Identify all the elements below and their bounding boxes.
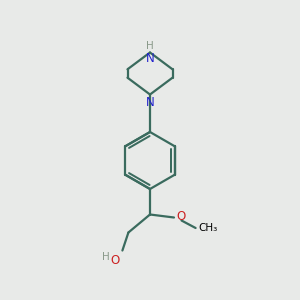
Text: O: O [176,209,186,223]
Text: O: O [110,254,119,266]
Text: H: H [102,252,110,262]
Text: N: N [146,96,154,109]
Text: N: N [146,52,154,64]
Text: H: H [146,41,154,51]
Text: CH₃: CH₃ [198,223,217,233]
